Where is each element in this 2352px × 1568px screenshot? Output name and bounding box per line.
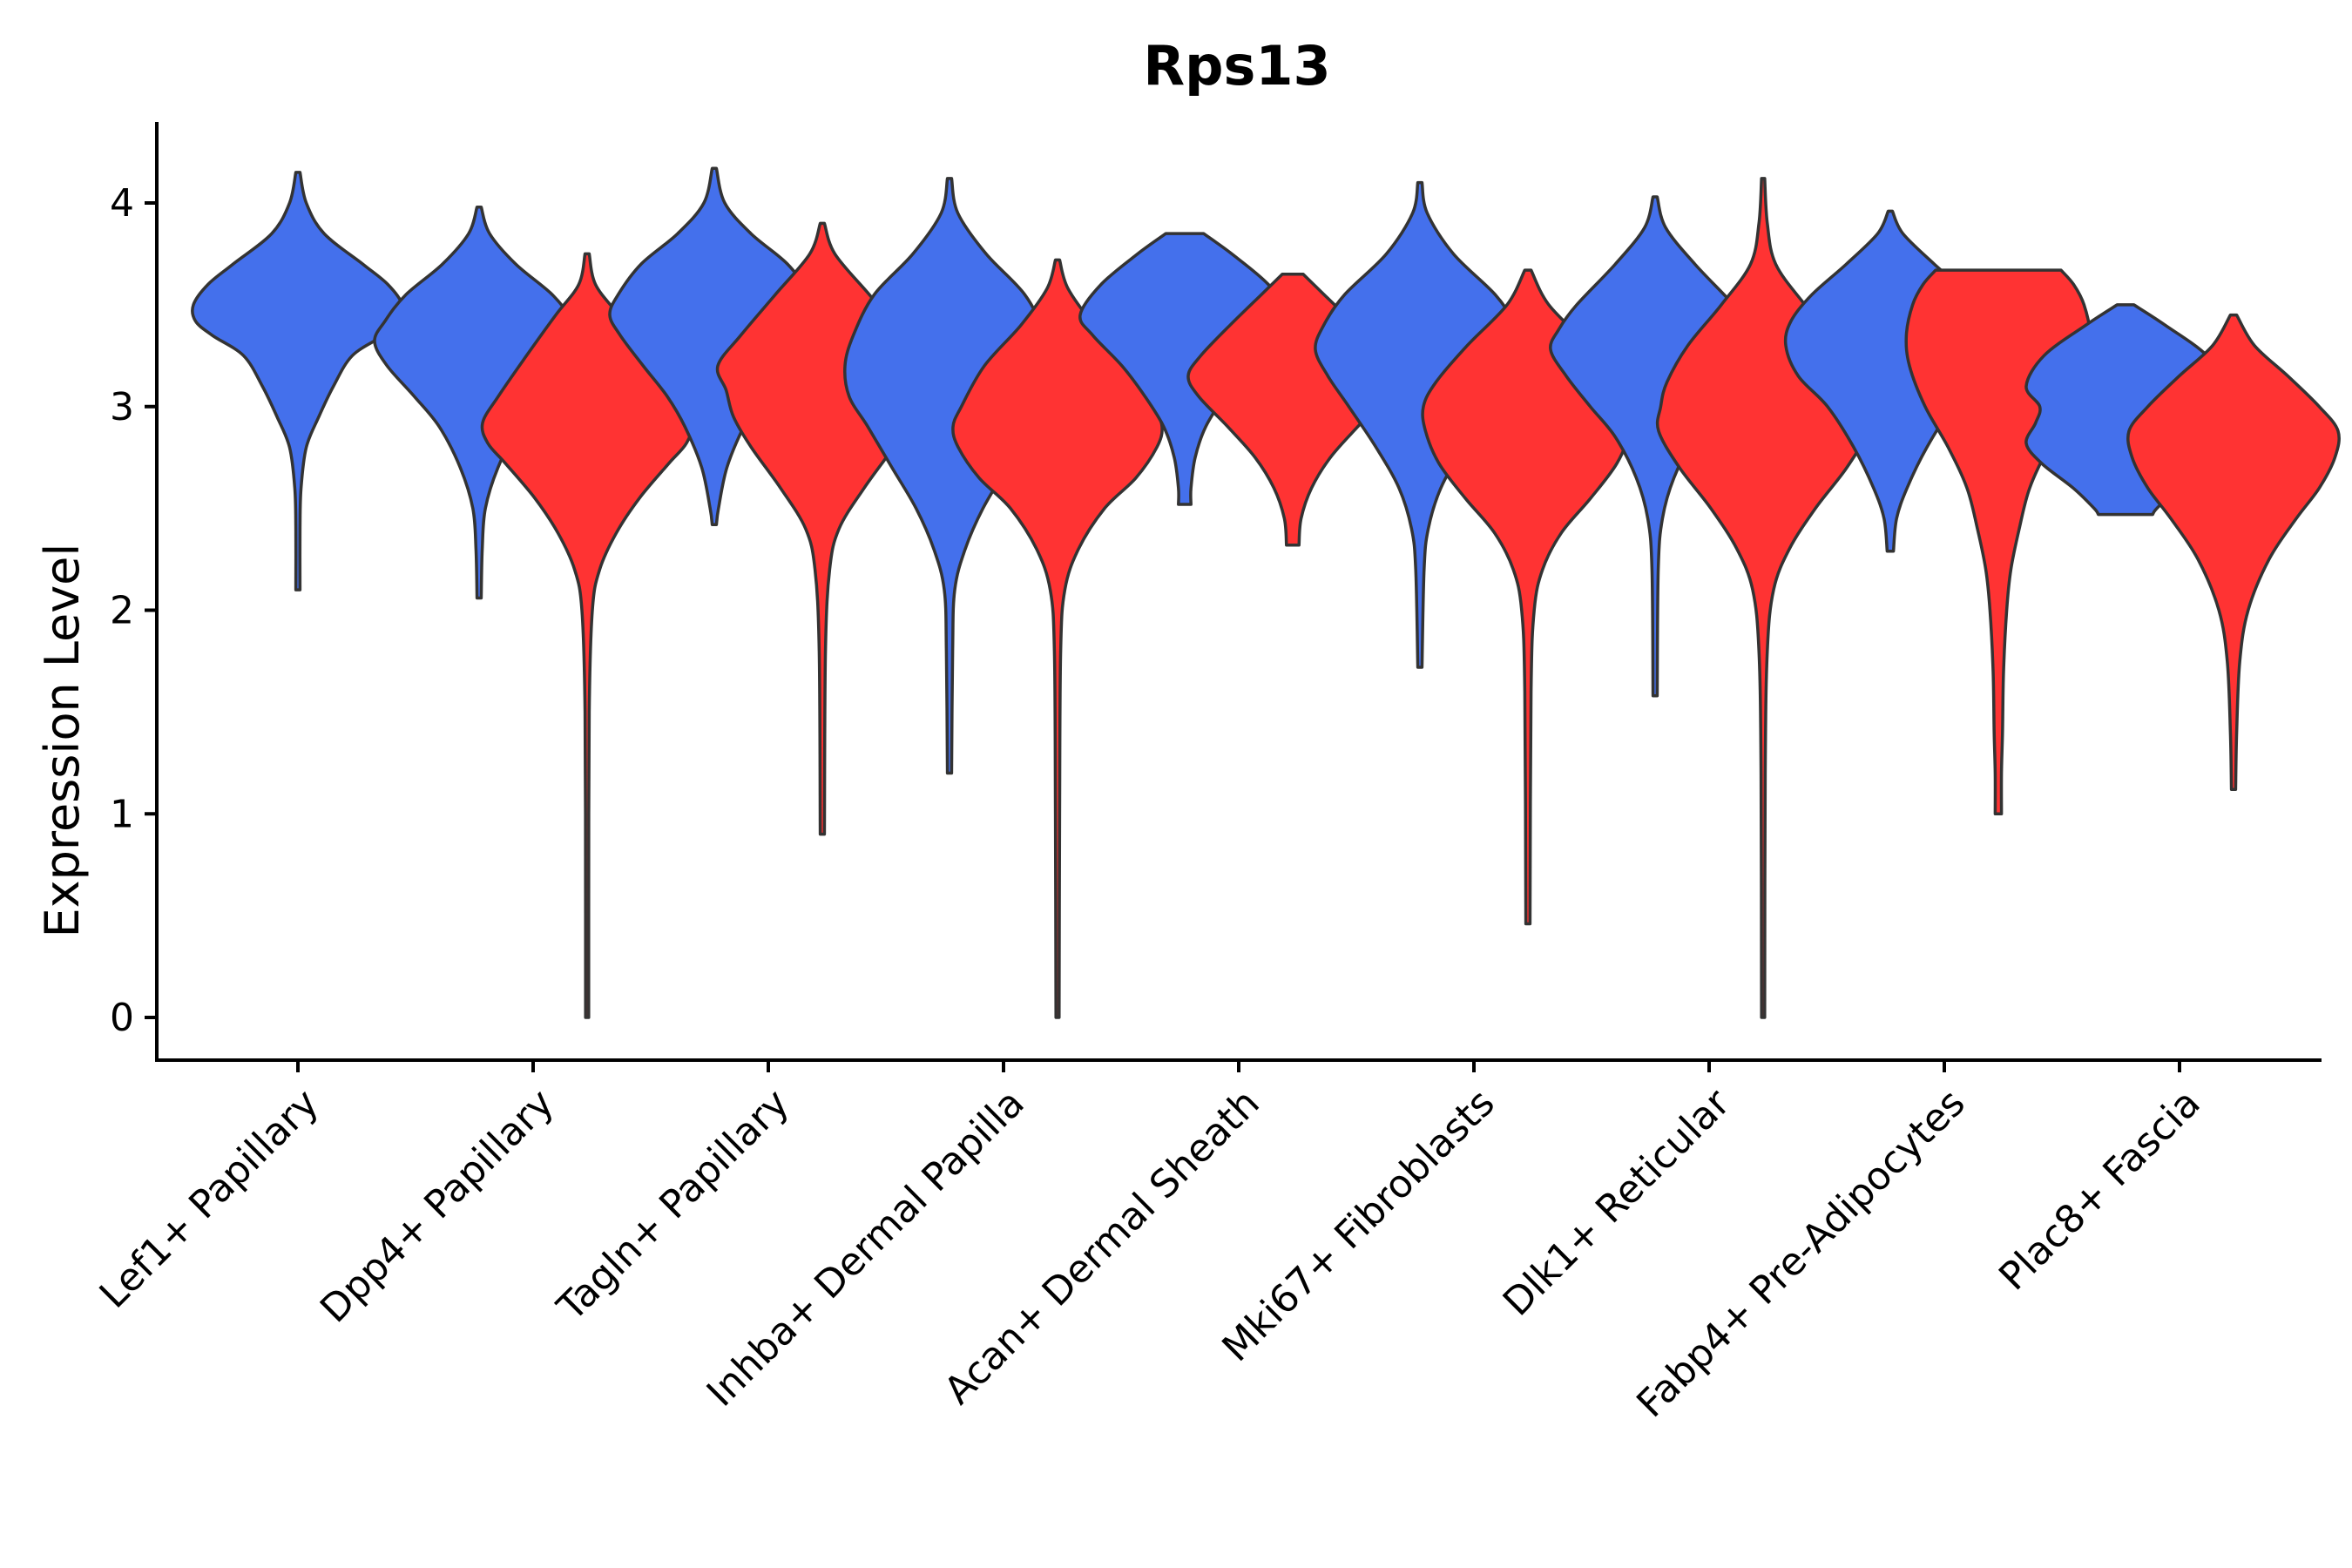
y-tick-label: 2 xyxy=(110,589,134,633)
x-tick-label: Dpp4+ Papillary xyxy=(312,1081,563,1332)
y-tick-label: 4 xyxy=(110,181,134,226)
violin-group_b xyxy=(2126,313,2341,791)
x-tick-label: Mki67+ Fibroblasts xyxy=(1213,1081,1503,1370)
x-tick-label: Lef1+ Papillary xyxy=(91,1081,328,1317)
y-axis-label: Expression Level xyxy=(35,544,90,938)
y-tick-label: 3 xyxy=(110,385,134,429)
x-tick-label: Tagln+ Papillary xyxy=(549,1081,798,1330)
x-tick-label: Dlk1+ Reticular xyxy=(1495,1080,1740,1325)
y-tick-label: 0 xyxy=(110,996,134,1040)
violin-group_a xyxy=(191,171,405,591)
chart-title: Rps13 xyxy=(1143,34,1330,98)
y-tick-label: 1 xyxy=(110,792,134,836)
x-tick-label: Plac8+ Fascia xyxy=(1990,1081,2209,1300)
